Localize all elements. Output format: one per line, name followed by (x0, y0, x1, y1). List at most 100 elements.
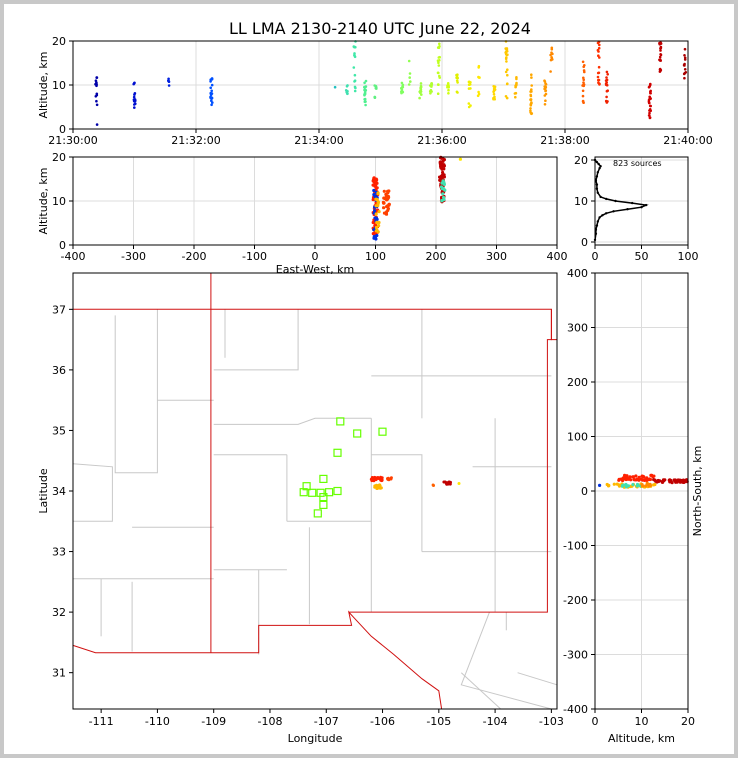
ew-source-point (372, 236, 376, 240)
time-source-point (549, 70, 552, 73)
time-source-point (504, 70, 508, 74)
plan-source-point (432, 484, 435, 487)
time-source-point (605, 70, 609, 74)
time-source-point (345, 85, 349, 88)
time-source-point (506, 82, 509, 85)
plan-source-point (374, 484, 378, 488)
altitude-tick-label: 10 (52, 79, 66, 92)
time-source-point (467, 83, 471, 86)
ns-y-tick-label: 100 (567, 431, 588, 444)
time-source-point (467, 102, 471, 105)
latitude-tick-label: 37 (52, 303, 66, 316)
time-source-point (210, 77, 214, 81)
hist-tick-label: 0 (592, 250, 599, 263)
time-source-point (438, 42, 441, 46)
time-source-point (597, 65, 601, 69)
time-source-point (530, 73, 533, 76)
time-source-point (605, 78, 609, 82)
ew-tick-label: -300 (121, 250, 146, 263)
altitude-tick-label: 0 (59, 123, 66, 136)
map-lines (72, 273, 558, 710)
time-source-point (514, 91, 518, 95)
ew-source-point (458, 157, 462, 161)
time-source-point (492, 87, 496, 91)
time-source-point (648, 114, 651, 117)
time-source-point (648, 111, 651, 115)
ew-source-point (376, 204, 380, 208)
ew-source-point (374, 212, 378, 216)
ns-source-point (650, 473, 654, 477)
time-tick-label: 21:36:00 (417, 134, 466, 147)
ew-source-point (372, 176, 376, 180)
time-source-point (407, 59, 411, 63)
time-source-point (430, 82, 433, 86)
time-source-point (364, 79, 368, 83)
time-source-point (375, 87, 378, 90)
time-source-point (683, 71, 687, 75)
time-source-point (683, 76, 686, 80)
ew-source-point (387, 202, 391, 206)
ew-source-point (440, 199, 444, 203)
ew-source-point (374, 225, 378, 230)
time-source-point (683, 56, 687, 60)
time-source-point (529, 90, 532, 93)
plan-source-point (372, 479, 376, 483)
time-source-point (505, 56, 508, 59)
time-source-point (409, 80, 412, 83)
time-source-point (400, 86, 403, 90)
time-source-point (408, 76, 412, 79)
ns-source-point (661, 478, 666, 482)
time-source-point (683, 54, 686, 57)
time-source-point (583, 64, 586, 67)
time-source-point (133, 81, 136, 85)
hist-profile-point (598, 216, 601, 219)
hist-altitude-tick-label: 20 (574, 154, 588, 167)
plan-source-point (389, 476, 393, 480)
hist-profile-point (596, 171, 599, 174)
ew-source-point (386, 189, 390, 193)
ew-source-point (382, 206, 386, 210)
hist-profile-point (612, 210, 615, 213)
time-source-point (506, 73, 509, 77)
time-source-point (429, 92, 432, 95)
altitude-tick-label: 20 (52, 35, 66, 48)
time-source-point (95, 103, 99, 107)
ew-source-point (374, 194, 378, 198)
time-source-point (543, 103, 547, 106)
time-source-point (514, 84, 517, 87)
ew-altitude-tick-label: 20 (52, 151, 66, 164)
time-source-point (604, 82, 608, 85)
lma-station-marker (319, 500, 328, 509)
hist-annotation: 823 sources (613, 159, 662, 168)
ns-y-tick-label: 400 (567, 267, 588, 280)
time-source-point (133, 103, 136, 106)
ns-source-point (621, 483, 625, 488)
time-source-point (581, 89, 585, 93)
ew-tick-label: 300 (486, 250, 507, 263)
time-source-point (333, 85, 337, 89)
ns-source-point (644, 478, 648, 482)
time-source-point (456, 73, 459, 76)
ew-source-point (372, 228, 376, 232)
longitude-tick-label: -104 (483, 715, 508, 728)
time-tick-label: 21:38:00 (540, 134, 589, 147)
time-source-point (363, 88, 367, 91)
time-source-point (551, 52, 554, 56)
time-source-point (506, 53, 509, 56)
lma-station-marker (299, 488, 308, 497)
time-source-point (419, 82, 423, 85)
latitude-tick-label: 32 (52, 606, 66, 619)
time-source-point (345, 89, 349, 93)
ns-y-tick-label: 0 (581, 485, 588, 498)
hist-altitude-tick-label: 0 (581, 236, 588, 249)
hist-profile-point (626, 208, 629, 211)
time-source-point (529, 94, 533, 98)
map-plot-frame (72, 272, 558, 710)
hist-profile-point (640, 206, 643, 209)
time-source-point (492, 85, 496, 88)
time-source-point (167, 79, 170, 83)
longitude-tick-label: -109 (201, 715, 226, 728)
hist-altitude-tick-label: 10 (574, 195, 588, 208)
ew-tick-label: 100 (365, 250, 386, 263)
ew-source-point (386, 208, 390, 212)
